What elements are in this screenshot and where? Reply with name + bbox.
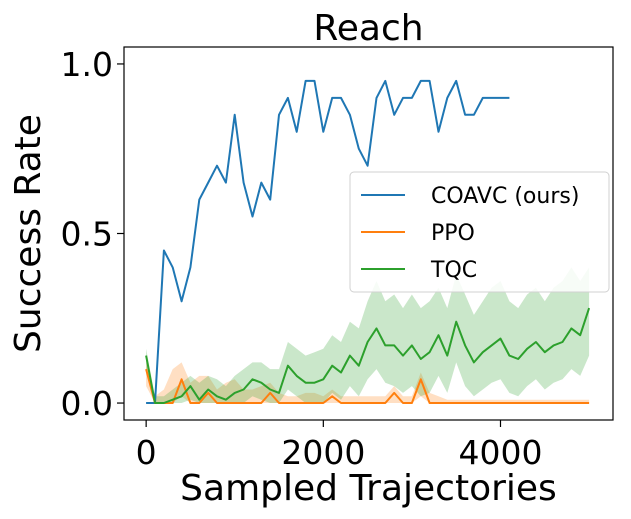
series-band-tqc [146,267,590,403]
x-tick-label: 2000 [281,433,365,472]
confidence-bands [146,267,590,403]
y-tick-label: 1.0 [61,45,113,84]
y-tick-label: 0.0 [61,384,113,423]
series-lines [145,79,591,404]
legend-label: PPO [431,221,475,246]
legend-box [349,171,610,293]
legend: COAVC (ours) PPO TQC [349,171,610,293]
legend-label: TQC [430,258,477,283]
series-line-tqc [145,307,591,404]
legend-label: COAVC (ours) [431,184,579,209]
series-line-coavc-ours [146,79,510,404]
series-band-ppo [146,362,590,403]
axis-ticks: 0 2000 4000 0.0 0.5 1.0 [61,45,543,472]
y-axis-label: Success Rate [8,114,49,353]
x-tick-label: 0 [136,433,157,472]
chart-title: Reach [313,8,423,49]
x-axis-label: Sampled Trajectories [180,468,557,509]
series-line-ppo [145,368,590,404]
y-tick-label: 0.5 [61,215,113,254]
x-tick-label: 4000 [459,433,543,472]
